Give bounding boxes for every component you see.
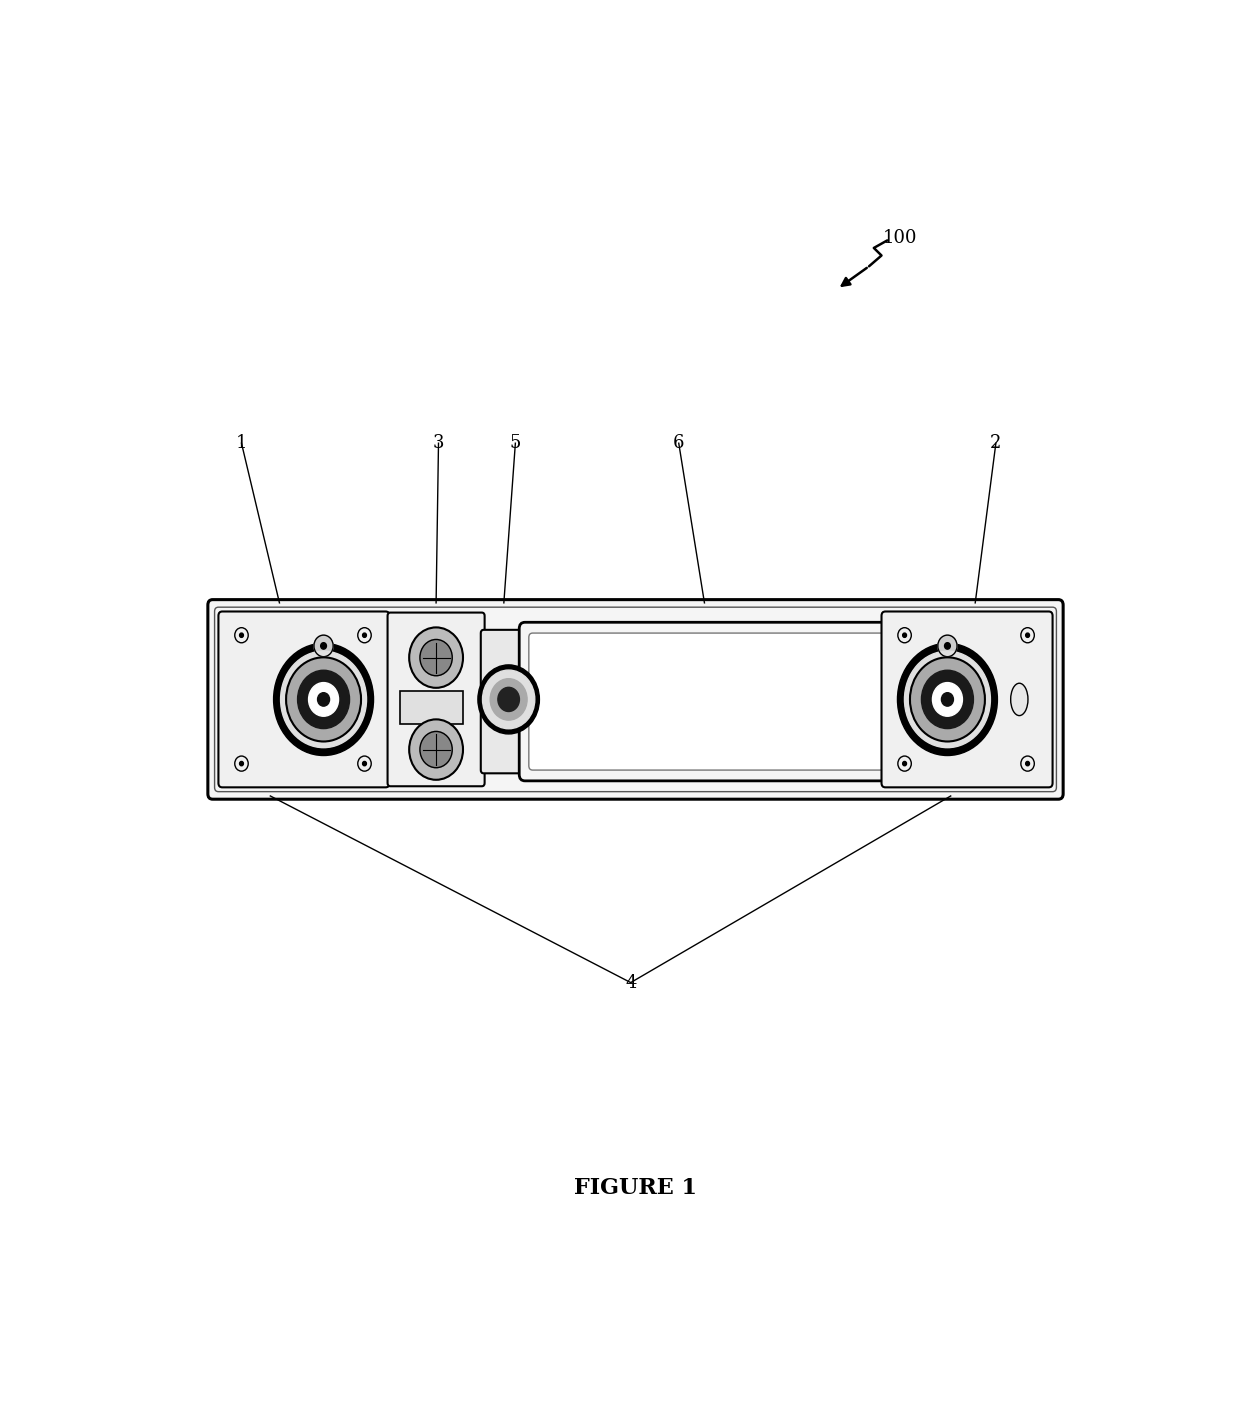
Circle shape bbox=[937, 635, 957, 657]
Circle shape bbox=[1025, 633, 1029, 637]
Circle shape bbox=[477, 665, 539, 734]
FancyBboxPatch shape bbox=[388, 612, 485, 786]
Circle shape bbox=[314, 635, 334, 657]
Circle shape bbox=[362, 761, 367, 766]
FancyBboxPatch shape bbox=[528, 633, 920, 771]
Circle shape bbox=[317, 692, 330, 706]
Text: 3: 3 bbox=[433, 434, 444, 453]
Circle shape bbox=[903, 633, 906, 637]
FancyBboxPatch shape bbox=[481, 630, 533, 773]
Circle shape bbox=[409, 628, 463, 688]
Circle shape bbox=[903, 761, 906, 766]
Circle shape bbox=[498, 688, 520, 712]
Bar bbox=[399, 691, 464, 724]
Circle shape bbox=[420, 639, 453, 675]
Text: 2: 2 bbox=[991, 434, 1002, 453]
FancyBboxPatch shape bbox=[218, 611, 389, 787]
Circle shape bbox=[904, 651, 991, 748]
Circle shape bbox=[420, 731, 453, 768]
Circle shape bbox=[910, 657, 985, 741]
Ellipse shape bbox=[1011, 684, 1028, 716]
Text: 100: 100 bbox=[883, 230, 918, 247]
Circle shape bbox=[298, 670, 350, 729]
Circle shape bbox=[321, 643, 326, 649]
Circle shape bbox=[932, 682, 962, 716]
Circle shape bbox=[280, 651, 367, 748]
Circle shape bbox=[274, 643, 373, 755]
Circle shape bbox=[490, 678, 527, 720]
FancyBboxPatch shape bbox=[882, 611, 1053, 787]
Circle shape bbox=[362, 633, 367, 637]
Circle shape bbox=[898, 643, 997, 755]
Circle shape bbox=[239, 761, 243, 766]
Circle shape bbox=[1025, 761, 1029, 766]
Circle shape bbox=[286, 657, 361, 741]
Text: FIGURE 1: FIGURE 1 bbox=[574, 1177, 697, 1199]
Circle shape bbox=[921, 670, 973, 729]
FancyBboxPatch shape bbox=[208, 600, 1063, 799]
Text: 4: 4 bbox=[625, 974, 636, 992]
Circle shape bbox=[309, 682, 339, 716]
Text: 6: 6 bbox=[673, 434, 684, 453]
Circle shape bbox=[409, 719, 463, 780]
Text: 1: 1 bbox=[236, 434, 247, 453]
Circle shape bbox=[239, 633, 243, 637]
Circle shape bbox=[941, 692, 954, 706]
Circle shape bbox=[945, 643, 950, 649]
FancyBboxPatch shape bbox=[520, 622, 930, 780]
Circle shape bbox=[482, 670, 534, 729]
Text: 5: 5 bbox=[510, 434, 521, 453]
